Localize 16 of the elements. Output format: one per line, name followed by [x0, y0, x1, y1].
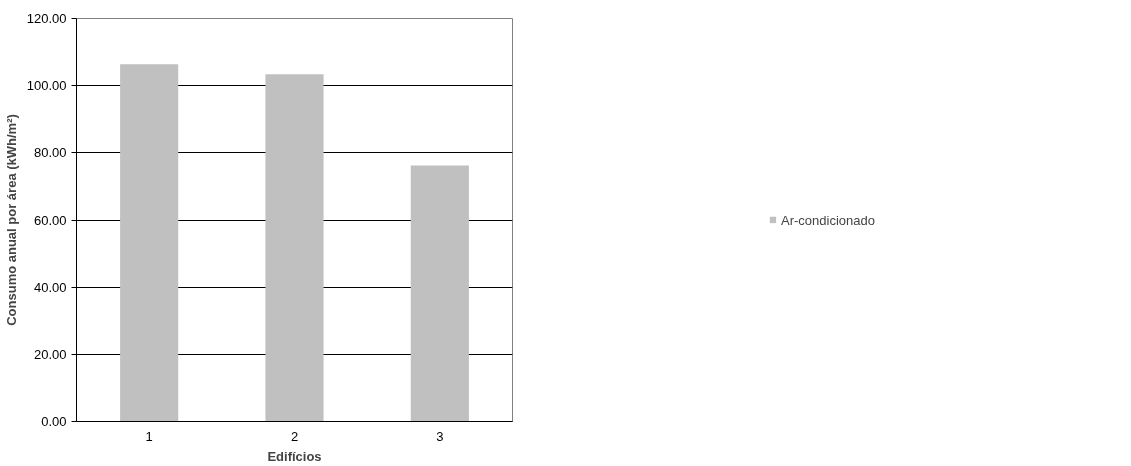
y-tick-label: 60.00 — [33, 212, 67, 228]
y-tick-label: 100.00 — [26, 78, 67, 94]
bar — [265, 74, 324, 422]
y-tick-label: 20.00 — [33, 346, 67, 362]
y-axis-title: Consumo anual por área (kWh/m²) — [3, 114, 19, 326]
bar — [120, 64, 179, 422]
x-axis-title: Edifícios — [267, 448, 322, 464]
legend-label: Ar-condicionado — [781, 212, 875, 227]
y-tick-label: 40.00 — [33, 279, 67, 295]
x-tick-label: 2 — [290, 428, 299, 444]
x-tick-label: 3 — [436, 428, 444, 444]
y-tick-label: 120.00 — [26, 11, 67, 26]
y-tick-label: 0.00 — [41, 414, 67, 429]
x-tick-label: 1 — [145, 428, 153, 444]
y-tick-label: 80.00 — [33, 145, 67, 161]
bar — [410, 165, 469, 422]
